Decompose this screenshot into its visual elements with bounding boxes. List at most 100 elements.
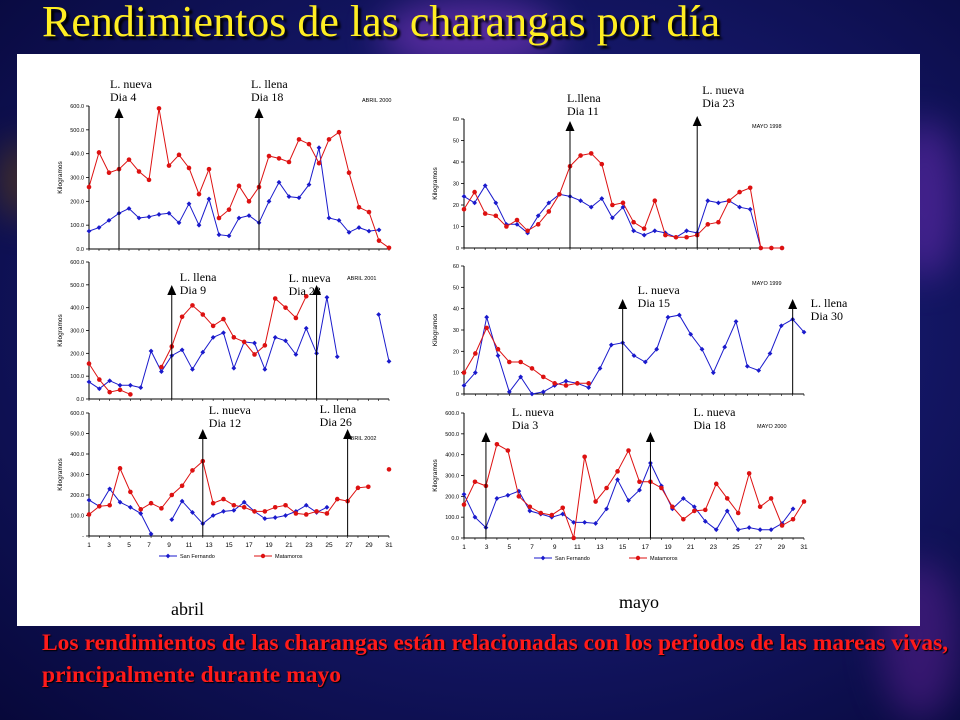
legend-marker <box>260 553 266 559</box>
moon-phase-label: Dia 3 <box>512 418 538 432</box>
data-point <box>166 210 172 216</box>
data-point <box>626 498 631 503</box>
data-point <box>779 245 785 251</box>
data-point <box>735 527 741 533</box>
data-point <box>336 129 342 135</box>
data-point <box>210 334 216 340</box>
x-tick-label: 19 <box>664 544 672 551</box>
x-tick-label: 7 <box>530 544 534 551</box>
data-point <box>117 382 123 388</box>
data-point <box>296 137 302 142</box>
moon-phase-arrow-head <box>254 108 264 118</box>
data-point <box>200 349 206 355</box>
y-tick-label: 500.0 <box>70 283 84 289</box>
data-point <box>127 504 133 510</box>
data-point <box>236 215 242 221</box>
data-point <box>692 508 697 514</box>
data-point <box>670 504 675 510</box>
data-point <box>756 368 762 373</box>
data-point <box>484 314 490 320</box>
data-point <box>604 506 609 512</box>
y-tick-label: 300.0 <box>445 474 459 480</box>
y-tick-label: 100.0 <box>70 374 84 380</box>
moon-phase-label: L. nueva <box>289 271 332 285</box>
y-tick-label: 300.0 <box>70 176 84 182</box>
x-tick-label: 21 <box>687 544 695 551</box>
y-axis-label: Kilogramos <box>432 166 439 199</box>
charts-panel: 0.0 100.0 200.0 300.0 400.0 500.0 600.0 Kilogra… <box>17 54 920 626</box>
data-point <box>778 323 784 329</box>
data-point <box>626 448 631 453</box>
x-tick-label: 7 <box>147 542 151 549</box>
data-point <box>96 225 102 230</box>
data-point <box>540 389 546 395</box>
y-tick-label: 50 <box>453 285 459 291</box>
data-point <box>472 514 478 520</box>
data-point <box>665 314 671 320</box>
data-point <box>472 370 478 376</box>
data-point <box>608 342 614 348</box>
x-tick-label: 23 <box>710 544 718 551</box>
data-point <box>757 527 763 533</box>
data-point <box>206 196 212 202</box>
data-point <box>356 204 362 210</box>
data-point <box>293 315 299 321</box>
y-tick-label: 10 <box>453 225 459 231</box>
chart-abril2002 <box>86 412 392 559</box>
data-point <box>549 512 555 518</box>
legend-marker <box>635 555 641 561</box>
data-point <box>314 509 319 514</box>
data-point <box>86 512 92 517</box>
data-point <box>620 200 626 206</box>
data-point <box>326 215 332 221</box>
data-point <box>582 519 588 525</box>
y-tick-label: 200.0 <box>70 351 84 357</box>
data-point <box>710 370 716 376</box>
data-point <box>541 374 546 380</box>
data-point <box>758 245 764 251</box>
y-tick-label: 0 <box>456 246 459 252</box>
data-point <box>128 489 133 495</box>
data-point <box>366 209 372 215</box>
data-point <box>221 509 226 514</box>
data-point <box>96 150 102 155</box>
data-point <box>779 523 785 528</box>
x-tick-label: 23 <box>305 542 313 549</box>
data-point <box>538 510 544 516</box>
series-line <box>88 147 380 237</box>
legend-label: San Fernando <box>555 556 590 562</box>
data-point <box>673 234 679 240</box>
data-point <box>599 161 605 167</box>
moon-phase-arrow-head <box>481 432 491 442</box>
series-line <box>88 488 152 535</box>
data-point <box>272 505 278 510</box>
data-point <box>236 183 242 189</box>
data-point <box>148 500 154 506</box>
data-point <box>684 234 689 240</box>
x-tick-label: 1 <box>462 544 466 551</box>
period-label: ABRIL 2002 <box>347 436 376 442</box>
y-axis-label: Kilogramos <box>432 313 439 346</box>
data-point <box>586 385 592 390</box>
data-point <box>186 201 192 207</box>
x-tick-label: 31 <box>800 544 808 551</box>
data-point <box>494 441 500 447</box>
data-point <box>272 515 278 520</box>
data-point <box>276 156 282 161</box>
month-label-mayo: mayo <box>619 592 659 612</box>
data-point <box>563 383 569 388</box>
data-point <box>737 204 742 210</box>
x-tick-label: 13 <box>596 544 604 551</box>
data-point <box>276 179 282 185</box>
data-point <box>86 497 92 503</box>
data-point <box>293 511 299 516</box>
data-point <box>654 346 660 352</box>
chart-abril2000 <box>86 105 392 251</box>
x-tick-label: 5 <box>508 544 512 551</box>
data-point <box>221 330 226 336</box>
moon-phase-arrow-head <box>692 116 702 126</box>
data-point <box>138 511 144 516</box>
data-point <box>179 498 185 504</box>
data-point <box>768 527 774 533</box>
y-tick-label: 400.0 <box>445 453 459 459</box>
